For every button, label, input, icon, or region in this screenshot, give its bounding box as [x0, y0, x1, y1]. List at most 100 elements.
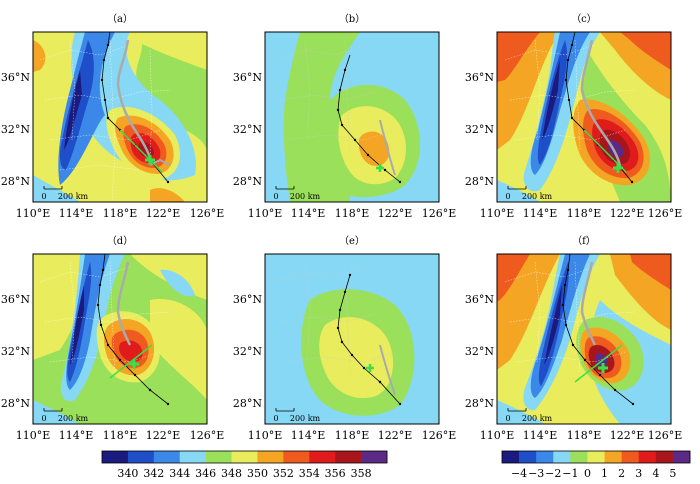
- lon-126-a: 126°E: [190, 207, 225, 220]
- colorbar-left-label-8: 356: [325, 467, 346, 480]
- colorbar-right-swatch-9: [655, 451, 674, 463]
- colorbar-right-border: [501, 450, 691, 464]
- lat-32-d: 32°N: [1, 345, 30, 358]
- colorbar-left-label-2: 344: [169, 467, 190, 480]
- lat-32-c: 32°N: [465, 123, 494, 136]
- colorbar-right-swatch-4: [570, 451, 588, 463]
- lat-28-d: 28°N: [1, 397, 30, 410]
- colorbar-left-swatch-8: [309, 451, 336, 463]
- colorbar-right-label-1: −3: [528, 467, 544, 480]
- lon-126-d: 126°E: [190, 429, 225, 442]
- scale-zero-c: 0: [505, 192, 510, 201]
- panel-b-map: [265, 32, 439, 202]
- lon-122-d: 122°E: [146, 429, 181, 442]
- panel-f-map: [497, 254, 671, 424]
- scale-zero-b: 0: [273, 192, 278, 201]
- lon-118-c: 118°E: [567, 207, 602, 220]
- panel-c-map: [497, 32, 671, 202]
- colorbar-left-swatch-4: [205, 451, 232, 463]
- lon-122-f: 122°E: [610, 429, 645, 442]
- lat-32-b: 32°N: [233, 123, 262, 136]
- scale-distance-c: 200 km: [522, 192, 553, 201]
- panel-f: （f）: [465, 235, 682, 442]
- scale-distance-e: 200 km: [290, 414, 321, 423]
- lon-126-c: 126°E: [648, 207, 683, 220]
- panel-label-f: （f）: [572, 235, 596, 247]
- panel-label-c: （c）: [571, 13, 597, 25]
- colorbar-left-label-5: 350: [247, 467, 268, 480]
- colorbar-left-swatch-5: [231, 451, 258, 463]
- lat-28-f: 28°N: [465, 397, 494, 410]
- lon-110-d: 110°E: [16, 429, 51, 442]
- panel-e: （e） 0 200 km 36°N 32°N 28°N 110°E 114°E: [233, 235, 456, 442]
- colorbar-left-swatch-2: [153, 451, 181, 463]
- scale-zero-f: 0: [505, 414, 510, 423]
- colorbar-left-label-0: 340: [117, 467, 138, 480]
- lon-114-e: 114°E: [291, 429, 326, 442]
- lon-110-f: 110°E: [480, 429, 515, 442]
- colorbar-right-swatch-8: [638, 451, 657, 463]
- lon-126-b: 126°E: [422, 207, 457, 220]
- scale-distance-b: 200 km: [290, 192, 321, 201]
- lon-118-a: 118°E: [103, 207, 138, 220]
- panel-a: （a）: [1, 13, 224, 220]
- panel-b: （b） 0 200 km 36°N 32°N 28°N 110°E: [233, 13, 456, 220]
- colorbar-right-label-9: 5: [669, 467, 676, 480]
- lat-36-a: 36°N: [1, 71, 30, 84]
- colorbar-right: −4 −3 −2 −1 0 1 2 3 4 5: [501, 450, 691, 480]
- lon-126-f: 126°E: [648, 429, 683, 442]
- lon-114-d: 114°E: [59, 429, 94, 442]
- colorbar-right-label-4: 0: [584, 467, 591, 480]
- colorbar-right-label-7: 3: [635, 467, 642, 480]
- panel-label-a: （a）: [107, 13, 133, 25]
- lon-110-a: 110°E: [16, 207, 51, 220]
- lat-28-e: 28°N: [233, 397, 262, 410]
- panel-d: （d） 0: [1, 235, 224, 442]
- colorbar-left-swatch-1: [127, 451, 155, 463]
- colorbar-right-swatch-3: [553, 451, 571, 463]
- lon-110-c: 110°E: [480, 207, 515, 220]
- lat-36-f: 36°N: [465, 293, 494, 306]
- panel-e-map: [265, 254, 439, 424]
- colorbar-right-label-5: 1: [601, 467, 608, 480]
- colorbar-right-swatch-1: [519, 451, 537, 463]
- colorbar-right-label-6: 2: [618, 467, 625, 480]
- lat-36-c: 36°N: [465, 71, 494, 84]
- scale-distance-d: 200 km: [58, 414, 89, 423]
- lat-28-c: 28°N: [465, 175, 494, 188]
- colorbar-left-label-9: 358: [351, 467, 372, 480]
- lat-32-f: 32°N: [465, 345, 494, 358]
- colorbar-left-label-1: 342: [143, 467, 164, 480]
- scale-distance-f: 200 km: [522, 414, 553, 423]
- lon-110-b: 110°E: [248, 207, 283, 220]
- colorbar-left-swatch-0: [102, 451, 129, 463]
- lat-32-a: 32°N: [1, 123, 30, 136]
- panel-label-d: （d）: [107, 235, 133, 247]
- lon-118-f: 118°E: [567, 429, 602, 442]
- panel-a-map: [33, 32, 207, 202]
- colorbar-left-label-7: 354: [299, 467, 320, 480]
- lat-28-b: 28°N: [233, 175, 262, 188]
- lon-122-c: 122°E: [610, 207, 645, 220]
- scale-distance-a: 200 km: [58, 192, 89, 201]
- colorbar-right-swatch-6: [604, 451, 622, 463]
- panel-d-map: [33, 254, 207, 424]
- lat-36-e: 36°N: [233, 293, 262, 306]
- lon-122-a: 122°E: [146, 207, 181, 220]
- lon-114-c: 114°E: [523, 207, 558, 220]
- lon-114-f: 114°E: [523, 429, 558, 442]
- panel-c: （c）: [465, 13, 682, 220]
- colorbar-left-swatch-10: [361, 451, 388, 463]
- lon-118-b: 118°E: [335, 207, 370, 220]
- lat-36-d: 36°N: [1, 293, 30, 306]
- scale-zero-d: 0: [41, 414, 46, 423]
- colorbar-left-label-6: 352: [273, 467, 294, 480]
- lon-114-a: 114°E: [59, 207, 94, 220]
- colorbar-left-swatch-3: [179, 451, 206, 463]
- colorbar-right-swatch-5: [587, 451, 605, 463]
- lon-122-e: 122°E: [378, 429, 413, 442]
- panel-label-e: （e）: [339, 235, 365, 247]
- lon-110-e: 110°E: [248, 429, 283, 442]
- colorbar-left-label-3: 346: [195, 467, 216, 480]
